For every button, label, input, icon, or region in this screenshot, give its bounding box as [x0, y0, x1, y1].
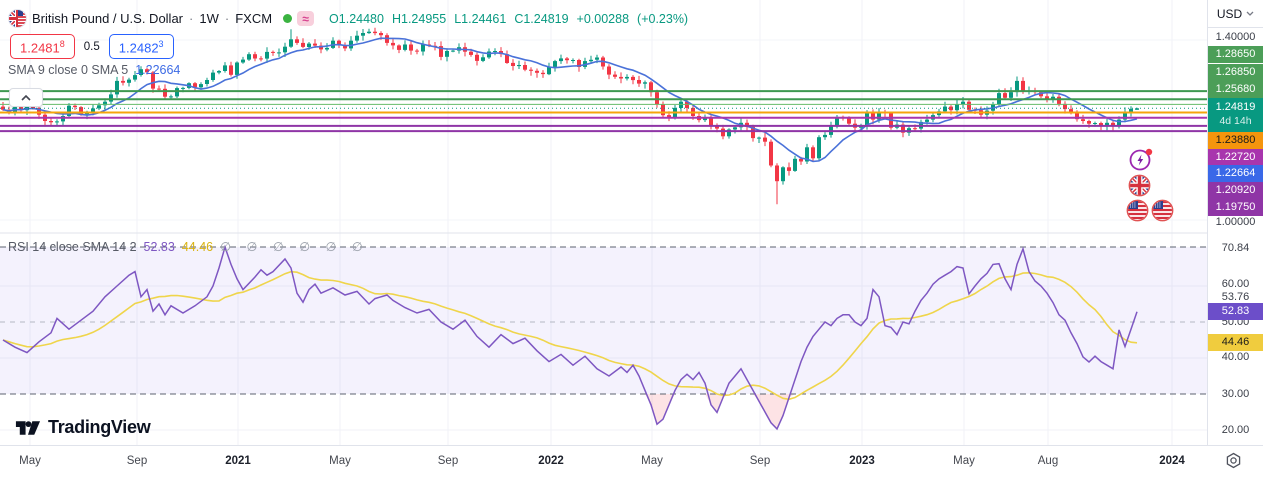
tradingview-wordmark: TradingView — [48, 417, 151, 437]
price-badge: 1.28650 — [1208, 45, 1263, 63]
price-badge: 1.25680 — [1208, 80, 1263, 98]
uk-economic-event-icon[interactable] — [1128, 174, 1151, 202]
us-economic-event-icon[interactable] — [1151, 199, 1174, 227]
time-tick-label: May — [19, 455, 41, 467]
timeframe[interactable]: 1W — [199, 11, 219, 26]
time-tick-label: May — [641, 455, 663, 467]
currency-label: USD — [1216, 6, 1243, 21]
time-tick-label: 2022 — [538, 455, 564, 467]
ma-legend-title: SMA 9 close 0 SMA 5 — [8, 63, 129, 77]
scale-label: 30.00 — [1221, 388, 1250, 400]
approx-data-icon[interactable]: ≈ — [297, 11, 315, 26]
bar-countdown: 4d 14h — [1219, 115, 1252, 127]
price-badge: 1.19750 — [1208, 198, 1263, 216]
price-scale[interactable]: USD 1.40000 1.00000 70.84 60.00 53.76 50.00 40… — [1207, 0, 1263, 445]
scale-label: 20.00 — [1221, 424, 1250, 436]
us-economic-event-icon[interactable] — [1126, 199, 1149, 227]
price-badge: 1.23880 — [1208, 131, 1263, 149]
rsi-empty-values: ∅ ∅ ∅ ∅ ∅ ∅ — [220, 240, 369, 254]
ohlc-readout: O1.24480 H1.24955 L1.24461 C1.24819 +0.0… — [329, 11, 689, 26]
pane-collapse-button[interactable] — [9, 88, 43, 107]
low-value: 1.24461 — [461, 11, 507, 26]
sell-button[interactable]: 1.24818 — [10, 34, 75, 60]
ma-indicator-legend[interactable]: SMA 9 close 0 SMA 5 1.22664 — [8, 63, 180, 77]
market-open-dot-icon[interactable] — [283, 14, 293, 23]
tradingview-logo[interactable]: TradingView — [14, 417, 151, 438]
price-chart-canvas[interactable] — [0, 0, 1207, 445]
chevron-down-icon — [1246, 11, 1254, 16]
axis-settings-button[interactable] — [1225, 452, 1242, 474]
notification-dot-icon — [1145, 148, 1153, 156]
scale-label: 1.40000 — [1215, 31, 1256, 43]
time-tick-label: 2023 — [849, 455, 875, 467]
scale-label: 53.76 — [1221, 291, 1250, 303]
ma-legend-value: 1.22664 — [135, 63, 181, 77]
symbol-title[interactable]: British Pound / U.S. Dollar — [32, 11, 184, 26]
alert-event-button[interactable] — [1128, 147, 1154, 178]
close-value: 1.24819 — [523, 11, 569, 26]
exchange[interactable]: FXCM — [235, 11, 273, 26]
price-badge: 1.22664 — [1208, 164, 1263, 182]
change-value: +0.00288 — [576, 11, 630, 26]
scale-label: 60.00 — [1221, 278, 1250, 290]
time-tick-label: 2024 — [1159, 455, 1185, 467]
scale-label: 40.00 — [1221, 351, 1250, 363]
spread-value: 0.5 — [83, 40, 100, 53]
gbpusd-pair-flag-icon — [8, 9, 27, 28]
tradingview-mark-icon — [15, 420, 41, 435]
rsi-value: 52.83 — [143, 240, 175, 254]
time-tick-label: Sep — [437, 455, 459, 467]
change-percent: (+0.23%) — [637, 11, 689, 26]
currency-selector[interactable]: USD — [1208, 0, 1263, 28]
symbol-header[interactable]: British Pound / U.S. Dollar · 1W · FXCM … — [8, 9, 688, 28]
gear-icon — [1226, 452, 1241, 469]
price-badge: 1.20920 — [1208, 181, 1263, 199]
time-tick-label: May — [329, 455, 351, 467]
time-tick-label: Sep — [126, 455, 148, 467]
chevron-up-icon — [21, 94, 31, 101]
time-tick-label: Aug — [1037, 455, 1059, 467]
rsi-legend-title: RSI 14 close SMA 14 2 — [8, 240, 137, 254]
bid-ask-row: 1.24818 0.5 1.24823 — [10, 34, 174, 60]
scale-label: 1.00000 — [1215, 216, 1256, 228]
scale-label: 70.84 — [1221, 242, 1250, 254]
high-value: 1.24955 — [401, 11, 447, 26]
buy-button[interactable]: 1.24823 — [108, 34, 174, 60]
open-value: 1.24480 — [338, 11, 384, 26]
time-tick-label: 2021 — [225, 455, 251, 467]
time-axis[interactable]: May Sep 2021 May Sep 2022 May Sep 2023 May Aug 2024 — [0, 445, 1263, 477]
price-badge: 1.22720 — [1208, 148, 1263, 166]
price-badge: 52.83 — [1208, 302, 1263, 320]
price-badge: 44.46 — [1208, 333, 1263, 351]
price-badge: 1.26850 — [1208, 63, 1263, 81]
price-badge: 1.24819 4d 14h — [1208, 98, 1263, 132]
time-tick-label: Sep — [749, 455, 771, 467]
time-tick-label: May — [953, 455, 975, 467]
separator: · — [189, 11, 194, 26]
rsi-indicator-legend[interactable]: RSI 14 close SMA 14 2 52.83 44.46 ∅ ∅ ∅ … — [8, 239, 369, 254]
rsi-ma-value: 44.46 — [181, 240, 214, 254]
separator: · — [224, 11, 230, 26]
